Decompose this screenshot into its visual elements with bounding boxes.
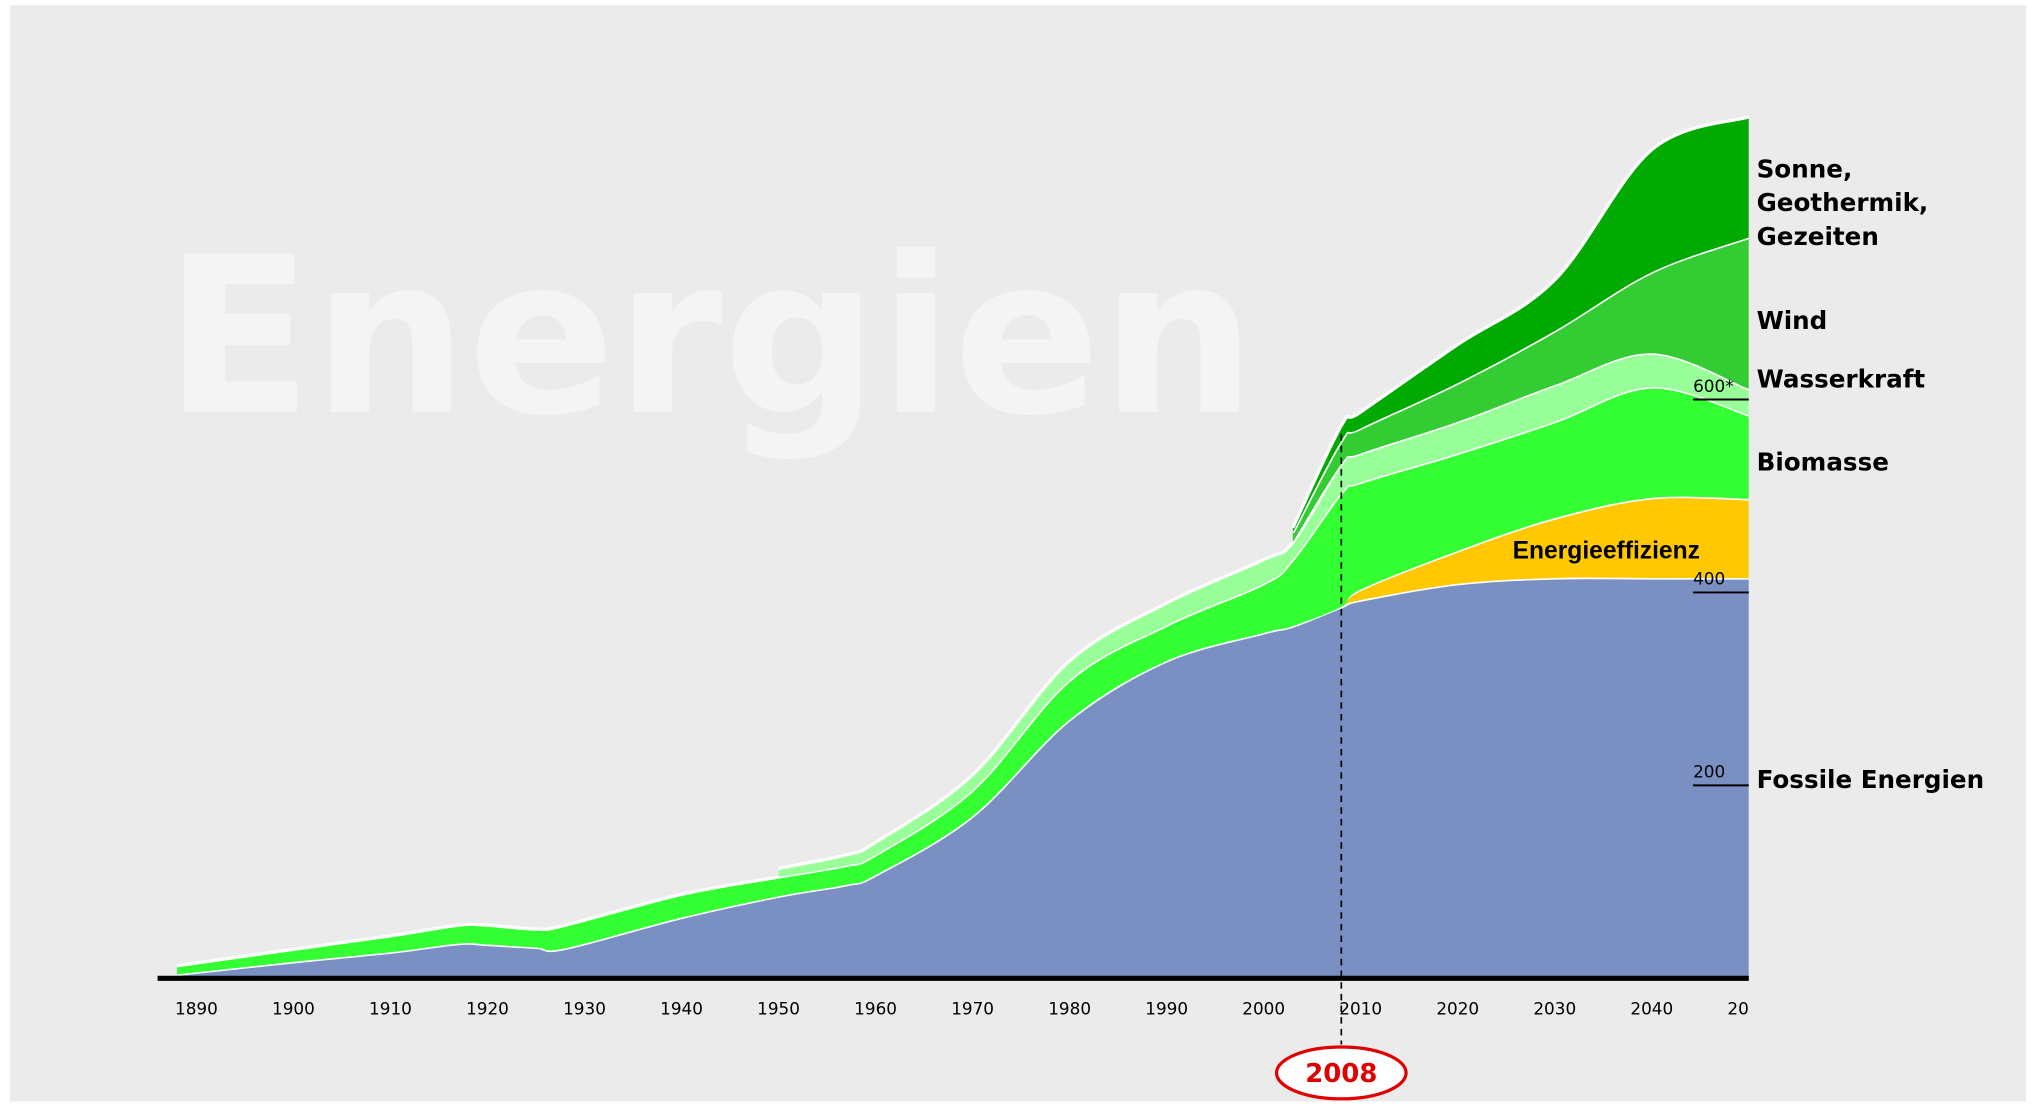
x-tick-labels: 1890 1900 1910 1920 1930 1940 1950 1960 1970 1980… [175,999,1770,1019]
legend-line: Geothermik, [1757,188,1929,217]
legend-label: Biomasse [1757,447,1889,476]
area [1341,496,1749,607]
area [177,386,1749,975]
x-tick-label: 1960 [854,999,897,1019]
legend-label: Fossile Energien [1757,765,1985,794]
x-tick-label: 1990 [1145,999,1188,1019]
area [1292,116,1749,533]
x-tick-label: 2040 [1630,999,1673,1019]
legend-label: Wasserkraft [1757,364,1926,393]
x-tick-label: 2000 [1242,999,1285,1019]
x-tick-label: 2030 [1533,999,1576,1019]
x-tick-label: 2010 [1339,999,1382,1019]
y-tick-label: 400 [1693,569,1725,589]
y-tick-label: 200 [1693,762,1725,782]
areas [176,115,1749,979]
x-tick-label: 1970 [951,999,994,1019]
legend: Fossile Energien Energieeffizienz Biomasse… [1513,155,1985,794]
x-tick-label: 2050 [1727,999,1770,1019]
marker-ellipse [1274,1045,1408,1101]
legend-label: Sonne, Geothermik, Gezeiten [1757,155,1929,251]
x-tick-label: 1910 [369,999,412,1019]
x-tick-label: 1900 [272,999,315,1019]
area [1292,237,1749,543]
x-tick-label: 1950 [757,999,800,1019]
legend-label: Energieeffizienz [1513,537,1700,564]
x-tick-label: 1940 [660,999,703,1019]
watermark: Energien [164,211,1256,464]
x-tick-label: 1890 [175,999,218,1019]
area-edge [1291,115,1749,529]
legend-line: Sonne, [1757,155,1853,184]
y-tick-label: 600* [1693,376,1734,396]
x-tick-label: 1980 [1048,999,1091,1019]
x-tick-label: 1930 [563,999,606,1019]
axis: 1890 1900 1910 1920 1930 1940 1950 1960 1970 1980… [157,376,1770,1101]
x-tick-label: 1920 [466,999,509,1019]
x-tick-label: 2020 [1436,999,1479,1019]
area [177,577,1749,979]
marker-label: 2008 [1305,1059,1377,1089]
legend-line: Gezeiten [1757,222,1879,251]
legend-label: Wind [1757,306,1828,335]
